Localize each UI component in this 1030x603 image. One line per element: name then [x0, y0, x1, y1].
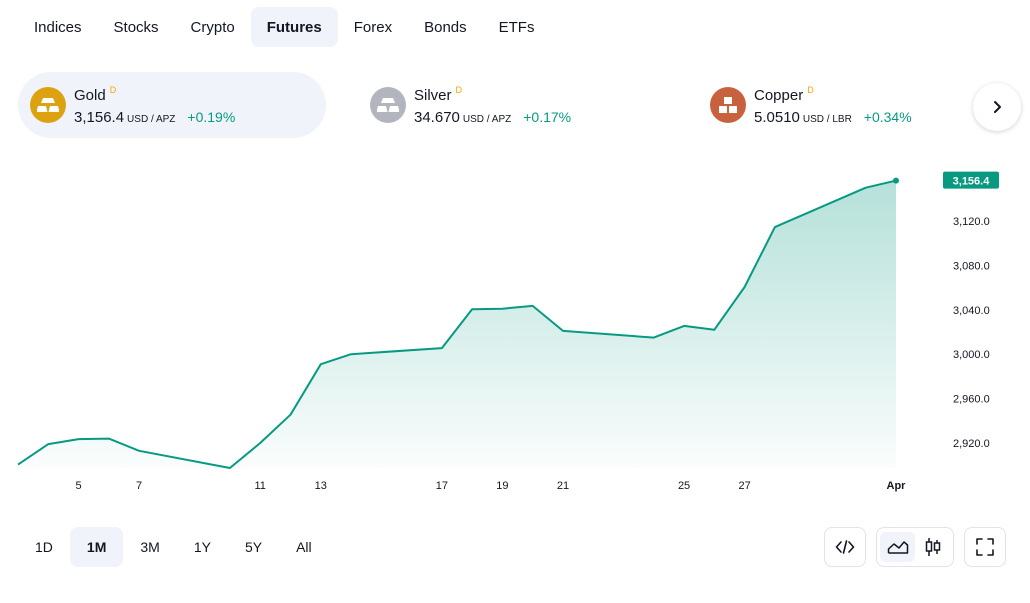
silver-bars-icon: [370, 87, 406, 123]
y-tick-label: 3,120.0: [953, 216, 990, 228]
card-copper-unit: USD / LBR: [802, 113, 852, 125]
symbol-cards: Gold D 3,156.4 USD / APZ +0.19% Silver D 3…: [18, 72, 1028, 138]
card-silver-change: +0.17%: [523, 108, 572, 125]
data-point: [77, 437, 81, 441]
x-tick-label: 13: [315, 480, 327, 492]
chevron-right-icon: [994, 101, 1001, 113]
data-point: [470, 307, 474, 311]
card-gold-unit: USD / APZ: [127, 113, 176, 125]
range-3m[interactable]: 3M: [140, 539, 160, 555]
candles-icon: [925, 538, 940, 556]
y-tick-label: 3,040.0: [953, 305, 990, 317]
card-silver-price: 34.670: [414, 108, 460, 126]
next-cards-button[interactable]: [973, 83, 1021, 131]
card-gold-change: +0.19%: [187, 108, 236, 125]
chart-type-switch: [876, 527, 954, 567]
y-tick-label: 2,920.0: [953, 438, 990, 450]
data-point: [258, 441, 262, 445]
card-copper[interactable]: Copper D 5.0510 USD / LBR +0.34%: [698, 72, 948, 138]
data-point: [440, 346, 444, 350]
tab-indices[interactable]: Indices: [34, 18, 82, 36]
range-selector: 1D 1M 3M 1Y 5Y All: [18, 527, 329, 567]
card-copper-badge: D: [807, 84, 814, 95]
y-tick-label: 3,080.0: [953, 260, 990, 272]
range-5y[interactable]: 5Y: [244, 539, 263, 555]
tab-etfs[interactable]: ETFs: [498, 18, 535, 36]
fullscreen-icon: [976, 538, 994, 556]
card-gold[interactable]: Gold D 3,156.4 USD / APZ +0.19%: [18, 72, 326, 138]
area-chart-button[interactable]: [880, 532, 915, 562]
last-price-point: [893, 177, 899, 184]
embed-button[interactable]: [824, 527, 866, 567]
x-tick-label: 17: [436, 480, 448, 492]
tab-futures[interactable]: Futures: [250, 7, 338, 47]
market-tabs: Indices Stocks Crypto Futures Forex Bond…: [18, 7, 550, 47]
x-tick-label: 27: [738, 480, 750, 492]
card-silver-badge: D: [455, 84, 463, 95]
data-point: [561, 329, 565, 333]
tab-forex[interactable]: Forex: [353, 18, 393, 36]
data-point: [349, 352, 353, 356]
data-point: [652, 336, 656, 340]
y-tick-label: 3,000.0: [953, 349, 990, 361]
gold-bars-icon: [30, 87, 66, 123]
data-point: [864, 186, 868, 190]
x-tick-label: Apr: [887, 480, 907, 492]
copper-blocks-icon: [710, 87, 746, 123]
data-point: [500, 307, 504, 311]
card-silver-unit: USD / APZ: [462, 113, 512, 125]
data-point: [288, 413, 292, 417]
data-point: [228, 466, 232, 470]
tab-stocks[interactable]: Stocks: [113, 18, 159, 36]
card-gold-name: Gold: [74, 86, 106, 104]
card-copper-change: +0.34%: [863, 108, 912, 125]
card-copper-name: Copper: [754, 86, 804, 104]
tab-bonds[interactable]: Bonds: [424, 18, 467, 36]
data-point: [319, 362, 323, 366]
data-point: [773, 225, 777, 229]
current-price-badge: [943, 171, 999, 189]
x-tick-label: 7: [136, 480, 142, 492]
card-silver-name: Silver: [414, 86, 452, 104]
x-tick-label: 5: [75, 480, 81, 492]
code-icon: [835, 540, 855, 554]
price-chart[interactable]: 3,120.0 3,080.0 3,040.0 3,000.0 2,960.0 2,920…: [0, 150, 1030, 500]
card-gold-badge: D: [109, 84, 117, 95]
current-price-label: 3,156.4: [953, 176, 991, 188]
price-line: [17, 179, 897, 469]
area-chart-icon: [887, 541, 908, 554]
fullscreen-button[interactable]: [964, 527, 1006, 567]
data-point: [712, 328, 716, 332]
data-point: [16, 463, 20, 467]
price-area-fill: [18, 180, 896, 468]
x-tick-label: 21: [557, 480, 569, 492]
x-tick-label: 11: [254, 480, 265, 492]
card-copper-price: 5.0510: [754, 108, 800, 126]
data-point: [743, 285, 747, 289]
range-1y[interactable]: 1Y: [193, 539, 211, 555]
data-point: [531, 304, 535, 308]
data-point: [682, 324, 686, 328]
x-tick-label: 25: [678, 480, 690, 492]
range-1d[interactable]: 1D: [35, 539, 53, 555]
candles-chart-button[interactable]: [915, 532, 950, 562]
data-point: [46, 442, 50, 446]
range-1m[interactable]: 1M: [69, 527, 124, 567]
x-tick-label: 19: [496, 480, 508, 492]
card-gold-price: 3,156.4: [74, 108, 125, 126]
data-point: [107, 437, 111, 441]
card-silver[interactable]: Silver D 34.670 USD / APZ +0.17%: [358, 72, 608, 138]
tab-crypto[interactable]: Crypto: [190, 18, 235, 36]
range-all[interactable]: All: [296, 539, 312, 555]
data-point: [137, 449, 141, 453]
y-tick-label: 2,960.0: [953, 394, 990, 406]
